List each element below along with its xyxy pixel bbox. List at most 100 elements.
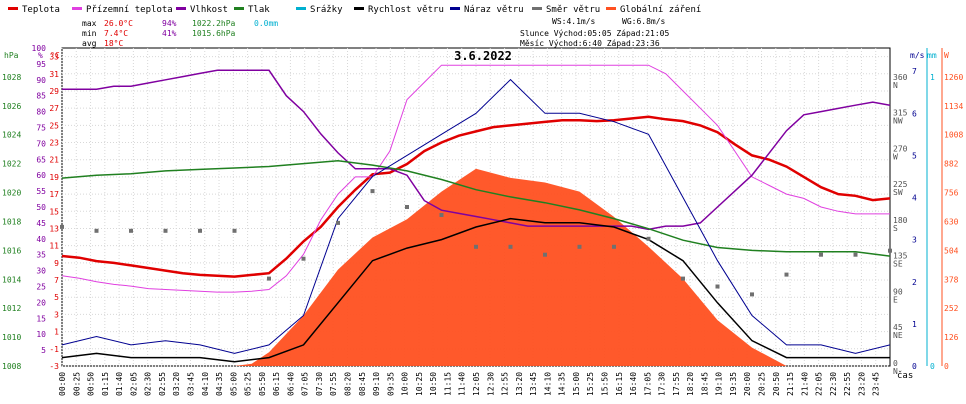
wm2-tick-label: 756 [944,189,959,198]
hpa-tick-label: 1010 [2,333,21,342]
direction-tick-label: NW [893,117,903,126]
wind-direction-point [853,252,858,257]
x-tick-label: 23:20 [857,372,866,396]
hpa-tick-label: 1024 [2,131,21,140]
pct-tick-label: 50 [36,203,46,212]
wind-direction-point [784,272,789,277]
wm2-tick-label: 126 [944,333,959,342]
legend-label: Přízemní teplota [86,5,173,15]
legend-swatch [354,7,364,10]
wind-direction-point [715,284,720,289]
legend-label: Srážky [310,5,343,15]
wind-direction-point [60,224,64,229]
x-tick-label: 17:05 [643,372,652,396]
x-tick-label: 06:40 [286,372,295,396]
info-sun: Slunce Východ:05:05 Západ:21:05 [520,29,669,38]
wind-direction-point [577,244,582,249]
pct-tick-label: 70 [36,139,46,148]
pct-tick-label: 5 [41,346,46,355]
x-tick-label: 10:00 [401,372,410,396]
wind-direction-point [543,252,547,257]
direction-tick-value: 135 [893,252,908,261]
legend-label: Směr větru [546,5,600,15]
legend-swatch [234,7,244,10]
legend-label: Tlak [248,5,270,15]
pct-tick-label: 20 [36,298,46,307]
legend-label: Rychlost větru [368,5,444,15]
wind-direction-point [267,276,271,281]
mm-tick-label: 0 [930,362,935,371]
hpa-tick-label: 1008 [2,362,21,371]
wm2-tick-label: 882 [944,160,959,169]
legend-swatch [296,7,306,10]
wind-direction-point [819,252,823,257]
temp-tick-label: 19 [49,173,59,182]
temp-tick-label: -3 [49,362,59,371]
stats-cell: max [82,19,97,28]
direction-tick-label: SE [893,260,903,269]
direction-tick-label: NE [893,331,903,340]
x-tick-label: 11:15 [443,372,452,396]
temp-tick-label: 31 [49,70,59,79]
pct-tick-label: 25 [36,283,46,292]
series-line-teplota [61,115,891,278]
wm2-tick-label: 378 [944,275,959,284]
wind-direction-point [232,228,237,233]
ms-tick-label: 3 [912,236,917,245]
x-tick-label: 23:45 [872,372,881,396]
series-line-p-zemn-teplota [61,64,890,293]
legend-label: Teplota [22,5,60,15]
wind-direction-point [405,205,409,209]
series-line-vlhkost [62,69,891,231]
mm-tick-label: 1 [930,73,935,82]
pct-tick-label: 45 [36,219,46,228]
legend-swatch [532,7,542,10]
info-ws: WS:4.1m/s [552,17,596,26]
direction-tick-value: 225 [893,180,908,189]
ms-tick-label: 0 [912,362,917,371]
x-tick-label: 11:40 [458,372,467,396]
pct-tick-label: 60 [36,171,46,180]
wm2-tick-label: 504 [944,246,959,255]
temp-tick-label: 17 [49,190,59,199]
temp-tick-label: 25 [49,121,59,130]
wind-direction-point [612,244,616,249]
temp-tick-label: -1 [49,345,59,354]
wind-direction-point [94,228,99,233]
pct-tick-label: 75 [36,124,46,133]
pct-tick-label: 90 [36,76,46,85]
x-tick-label: 22:30 [829,372,838,396]
legend-swatch [176,7,186,10]
x-tick-label: 03:45 [186,372,195,396]
x-tick-label: 15:25 [586,372,595,396]
pct-tick-label: 10 [36,330,46,339]
x-tick-label: 19:35 [729,372,738,396]
pct-tick-label: 30 [36,267,46,276]
temp-tick-label: 29 [49,87,59,96]
x-tick-label: 01:15 [101,372,110,396]
direction-tick-value: 315 [893,109,908,118]
x-tick-label: 04:35 [215,372,224,396]
x-tick-label: 00:50 [87,372,96,396]
x-tick-label: 14:35 [558,372,567,396]
axes: 00:00 00:25 00:50 01:15 01:40 02:05 02:30 02:55… [2,44,963,396]
wind-direction-point [163,228,168,233]
legend-swatch [606,7,616,10]
x-tick-label: 18:45 [700,372,709,396]
x-tick-label: 17:30 [658,372,667,396]
legend-label: Náraz větru [464,5,524,15]
x-tick-label: 21:40 [800,372,809,396]
x-tick-label: 20:50 [772,372,781,396]
hpa-tick-label: 1026 [2,102,21,111]
stats-cell: 1015.6hPa [192,29,236,38]
pct-tick-label: 100 [32,44,47,53]
grid [61,47,891,367]
series-line-n-raz-v-tru [61,78,891,354]
x-tick-label: 12:55 [501,372,510,396]
wind-direction-point [336,220,340,225]
wm2-tick-label: 1260 [944,73,963,82]
x-tick-label: 03:20 [172,372,181,396]
series-lines [60,64,892,363]
